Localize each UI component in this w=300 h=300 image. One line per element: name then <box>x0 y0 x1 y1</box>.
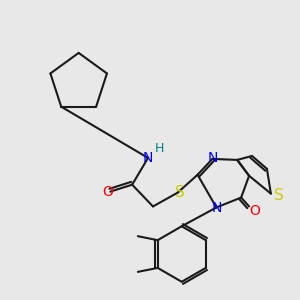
Text: N: N <box>143 151 153 165</box>
Text: N: N <box>211 202 222 215</box>
Text: S: S <box>175 185 184 200</box>
Text: N: N <box>207 151 218 165</box>
Text: S: S <box>274 188 284 203</box>
Text: H: H <box>155 142 165 154</box>
Text: O: O <box>102 184 113 199</box>
Text: O: O <box>250 204 260 218</box>
